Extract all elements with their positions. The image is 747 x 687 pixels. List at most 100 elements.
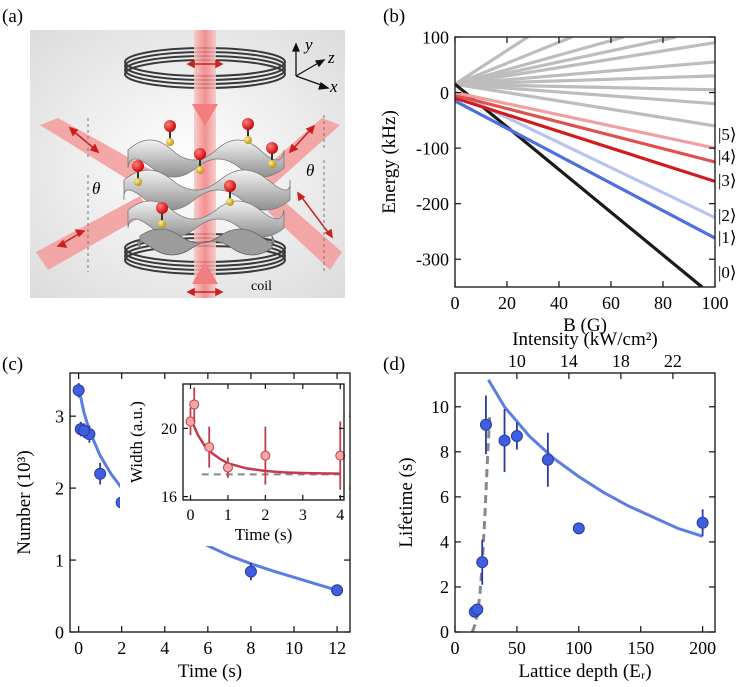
series-line-gray <box>455 41 715 86</box>
chart-d-top-label: Intensity (kW/cm²) <box>512 329 658 350</box>
x-tick-label: 12 <box>328 638 346 658</box>
y-tick-label: -100 <box>416 138 449 158</box>
x-tick-label: 0 <box>74 638 83 658</box>
data-point <box>471 603 484 616</box>
left-laser-beams <box>36 118 160 270</box>
inset-ylabel: Width (a.u.) <box>127 401 146 483</box>
axes-triad <box>292 42 330 90</box>
data-point <box>244 565 257 578</box>
series-line-gray <box>455 82 715 106</box>
data-point <box>476 556 489 569</box>
x-tick-label: 20 <box>498 293 516 313</box>
x-tick-label: 100 <box>702 293 729 313</box>
series-line-gray <box>455 37 573 86</box>
y-tick-label: 20 <box>161 421 177 438</box>
state-label: |2⟩ <box>718 206 737 225</box>
x-tick-label: 0 <box>451 638 460 658</box>
series-line-|3⟩ <box>455 96 715 183</box>
chart-c-xlabel: Time (s) <box>178 661 242 682</box>
data-point <box>696 516 709 529</box>
series-line-gray <box>455 37 677 86</box>
y-tick-label: 0 <box>55 622 64 642</box>
x-tick-label: 1 <box>224 507 232 524</box>
chart-d-frame <box>454 372 716 633</box>
y-tick-label: -200 <box>416 194 449 214</box>
series-line-gray <box>455 82 715 92</box>
inset-fit-curve <box>189 417 341 475</box>
series-line-gray <box>455 37 529 86</box>
axis-z-label: z <box>327 48 335 67</box>
y-tick-label: 1 <box>55 550 64 570</box>
panel-b-label: (b) <box>383 6 405 27</box>
panel-c-label: (c) <box>2 354 23 375</box>
data-point <box>510 430 523 443</box>
series-line-gray <box>455 82 715 128</box>
state-label: |3⟩ <box>718 171 737 190</box>
top-tick-label: 14 <box>560 351 578 371</box>
x-tick-label: 40 <box>550 293 568 313</box>
data-point <box>72 384 85 397</box>
molecules <box>132 118 278 228</box>
y-tick-label: -300 <box>416 250 449 270</box>
series-line-|4⟩ <box>455 93 715 164</box>
data-point <box>498 434 511 447</box>
chart-d: 0 50 100 150 200 0 2 4 6 8 10 10 14 18 22 Intensity (kW… <box>396 329 716 682</box>
x-tick-label: 0 <box>451 293 460 313</box>
x-tick-label: 4 <box>160 638 169 658</box>
x-tick-label: 2 <box>117 638 126 658</box>
state-label: |5⟩ <box>718 125 737 144</box>
optical-lattice <box>123 139 291 256</box>
coil-label: coil <box>251 279 272 294</box>
data-point <box>189 399 200 410</box>
panel-d-label: (d) <box>383 354 405 375</box>
angle-label-right: θ <box>306 161 314 180</box>
x-tick-label: 10 <box>285 638 303 658</box>
state-label: |4⟩ <box>718 147 737 166</box>
polarization-arrows <box>56 59 333 297</box>
inset-xlabel: Time (s) <box>235 525 292 544</box>
beam-arrow-up-icon <box>192 262 218 284</box>
chart-c-inset: 0 1 2 3 4 16 20 Time (s) Width (a.u.) <box>120 380 349 546</box>
series-line-gray <box>455 74 715 86</box>
y-tick-label: 8 <box>440 442 449 462</box>
data-point <box>479 418 492 431</box>
panel-a: (a) <box>2 6 345 298</box>
x-tick-label: 3 <box>299 507 307 524</box>
x-tick-label: 200 <box>689 638 716 658</box>
series-line-|5⟩ <box>455 91 715 150</box>
angle-markers <box>87 115 325 272</box>
data-point <box>335 450 346 461</box>
inset-background <box>120 380 349 546</box>
y-tick-label: 0 <box>440 83 449 103</box>
series-line-gray <box>455 37 625 86</box>
state-label: |1⟩ <box>718 228 737 247</box>
state-label: |0⟩ <box>718 263 737 282</box>
chart-b-frame <box>454 36 716 288</box>
y-tick-label: 2 <box>440 577 449 597</box>
panel-a-label: (a) <box>2 6 23 27</box>
data-point <box>260 450 271 461</box>
data-point <box>331 584 344 597</box>
data-point <box>204 442 215 453</box>
y-tick-label: 0 <box>440 622 449 642</box>
chart-b-ylabel: Energy (kHz) <box>379 110 400 214</box>
dashed-fit-curve <box>470 415 492 633</box>
chart-c-frame <box>69 372 351 633</box>
chart-b-plot-area <box>455 37 715 287</box>
series-line-gray <box>455 60 715 86</box>
data-point <box>78 424 90 437</box>
axis-y-label: y <box>303 35 313 54</box>
y-tick-label: 6 <box>440 487 449 507</box>
x-tick-label: 80 <box>654 293 672 313</box>
x-tick-label: 8 <box>246 638 255 658</box>
series-line-|0⟩ <box>455 82 704 287</box>
series-line-|1⟩ <box>455 99 715 240</box>
data-point <box>222 462 233 473</box>
data-point <box>572 522 585 535</box>
x-tick-label: 150 <box>627 638 654 658</box>
y-tick-label: 100 <box>422 27 449 47</box>
y-tick-label: 2 <box>55 478 64 498</box>
top-tick-label: 22 <box>664 351 682 371</box>
x-tick-label: 2 <box>261 507 269 524</box>
